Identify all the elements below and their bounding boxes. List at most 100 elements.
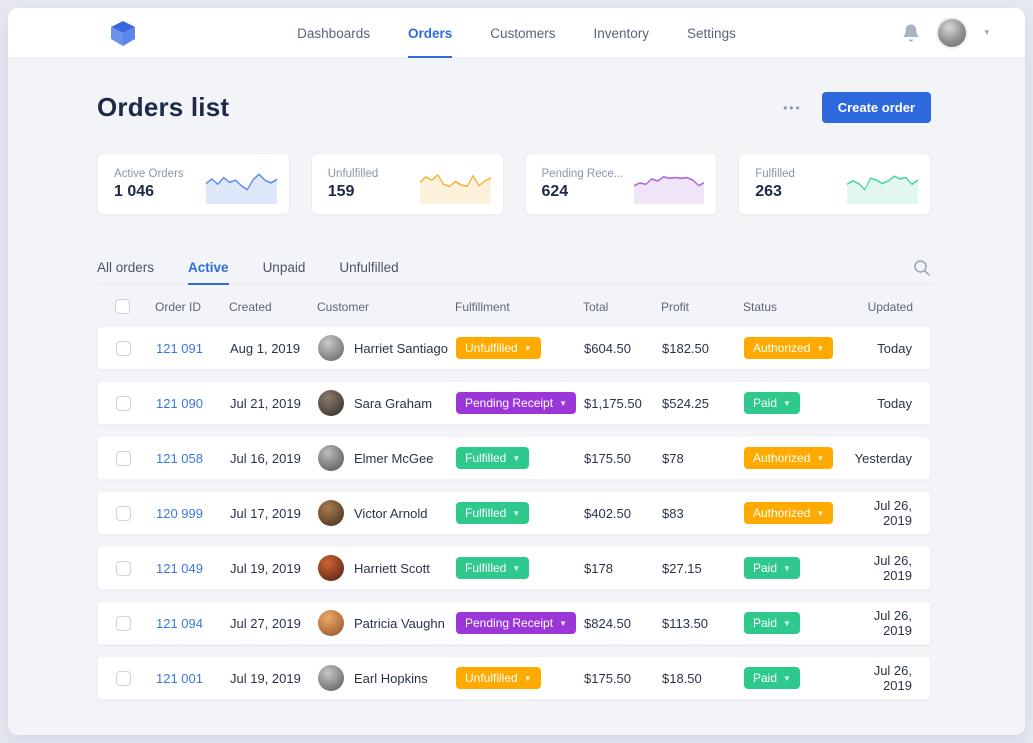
table-row[interactable]: 121 090 Jul 21, 2019 Sara Graham Pending… xyxy=(97,381,931,425)
table-row[interactable]: 121 094 Jul 27, 2019 Patricia Vaughn Pen… xyxy=(97,601,931,645)
more-options-button[interactable]: ••• xyxy=(783,100,802,115)
row-checkbox[interactable] xyxy=(116,450,131,466)
order-id-link[interactable]: 121 049 xyxy=(156,560,203,576)
tab-active[interactable]: Active xyxy=(188,251,229,285)
col-header-status: Status xyxy=(743,299,778,314)
nav-item-inventory[interactable]: Inventory xyxy=(593,25,650,41)
table-row[interactable]: 121 091 Aug 1, 2019 Harriet Santiago Unf… xyxy=(97,326,931,370)
status-badge-dropdown[interactable]: Paid ▼ xyxy=(744,557,800,579)
customer-name: Harriet Santiago xyxy=(354,340,448,356)
tab-all-orders[interactable]: All orders xyxy=(97,260,155,275)
status-badge-dropdown[interactable]: Paid ▼ xyxy=(744,667,800,689)
row-checkbox[interactable] xyxy=(116,670,131,686)
app-logo-cube-icon[interactable] xyxy=(108,18,138,48)
fulfillment-badge-dropdown[interactable]: Pending Receipt ▼ xyxy=(456,392,576,414)
order-id-link[interactable]: 121 094 xyxy=(156,615,203,631)
profit-amount: $524.25 xyxy=(662,395,709,411)
total-amount: $1,175.50 xyxy=(584,395,642,411)
stat-value: 263 xyxy=(755,182,782,200)
customer-name: Elmer McGee xyxy=(354,450,434,466)
nav-item-dashboards[interactable]: Dashboards xyxy=(297,25,370,41)
tab-unpaid[interactable]: Unpaid xyxy=(262,260,306,275)
col-header-profit: Profit xyxy=(661,299,690,314)
created-date: Jul 19, 2019 xyxy=(230,560,301,576)
stat-card-active-orders[interactable]: Active Orders 1 046 xyxy=(97,153,290,215)
chevron-down-icon: ▼ xyxy=(816,453,825,463)
stat-card-pending-receipt[interactable]: Pending Rece... 624 xyxy=(524,153,718,215)
status-badge-dropdown[interactable]: Paid ▼ xyxy=(744,392,800,414)
customer-name: Victor Arnold xyxy=(354,505,428,521)
notifications-bell-icon[interactable] xyxy=(902,23,920,43)
create-order-button[interactable]: Create order xyxy=(821,92,931,123)
total-amount: $175.50 xyxy=(584,670,631,686)
status-badge-dropdown[interactable]: Authorized ▼ xyxy=(744,502,834,524)
profit-amount: $182.50 xyxy=(662,340,709,356)
status-badge-dropdown[interactable]: Authorized ▼ xyxy=(744,337,834,359)
fulfillment-badge-dropdown[interactable]: Fulfilled ▼ xyxy=(456,502,530,524)
table-row[interactable]: 121 049 Jul 19, 2019 Harriett Scott Fulf… xyxy=(97,546,931,590)
chevron-down-icon: ▼ xyxy=(523,343,532,353)
order-id-link[interactable]: 121 091 xyxy=(156,340,203,356)
row-checkbox[interactable] xyxy=(116,615,131,631)
tab-unfulfilled[interactable]: Unfulfilled xyxy=(339,260,399,275)
created-date: Jul 17, 2019 xyxy=(230,505,301,521)
filter-tabs: All orders Active Unpaid Unfulfilled xyxy=(97,251,931,285)
order-id-link[interactable]: 121 058 xyxy=(156,450,203,466)
nav-item-settings[interactable]: Settings xyxy=(687,25,736,41)
table-row[interactable]: 121 058 Jul 16, 2019 Elmer McGee Fulfill… xyxy=(97,436,931,480)
row-checkbox[interactable] xyxy=(116,560,131,576)
search-icon[interactable] xyxy=(913,259,931,277)
updated-date: Jul 26, 2019 xyxy=(873,498,912,528)
profit-amount: $18.50 xyxy=(662,670,702,686)
status-badge-dropdown[interactable]: Authorized ▼ xyxy=(744,447,834,469)
user-avatar[interactable] xyxy=(936,16,969,49)
stat-card-fulfilled[interactable]: Fulfilled 263 xyxy=(738,153,931,215)
fulfillment-badge-dropdown[interactable]: Fulfilled ▼ xyxy=(456,557,530,579)
total-amount: $175.50 xyxy=(584,450,631,466)
top-navigation-bar: Dashboards Orders Customers Inventory Se… xyxy=(8,8,1025,58)
total-amount: $178 xyxy=(584,560,613,576)
main-nav: Dashboards Orders Customers Inventory Se… xyxy=(8,8,1025,58)
select-all-checkbox[interactable] xyxy=(115,299,130,314)
page-title: Orders list xyxy=(97,92,230,122)
updated-date: Yesterday xyxy=(854,450,912,466)
order-id-link[interactable]: 120 999 xyxy=(156,505,203,521)
fulfillment-badge-dropdown[interactable]: Fulfilled ▼ xyxy=(456,447,530,469)
row-checkbox[interactable] xyxy=(116,395,131,411)
chevron-down-icon: ▼ xyxy=(512,508,521,518)
chevron-down-icon: ▼ xyxy=(783,673,791,683)
order-id-link[interactable]: 121 090 xyxy=(156,395,203,411)
created-date: Jul 21, 2019 xyxy=(230,395,301,411)
profit-amount: $113.50 xyxy=(662,615,709,631)
chevron-down-icon: ▼ xyxy=(816,508,825,518)
orders-table-body: 121 091 Aug 1, 2019 Harriet Santiago Unf… xyxy=(97,326,931,700)
fulfillment-badge-dropdown[interactable]: Pending Receipt ▼ xyxy=(456,612,576,634)
stat-value: 624 xyxy=(541,182,569,200)
updated-date: Today xyxy=(877,340,912,356)
status-badge-dropdown[interactable]: Paid ▼ xyxy=(744,612,800,634)
stat-card-unfulfilled[interactable]: Unfulfilled 159 xyxy=(310,153,504,215)
col-header-order-id: Order ID xyxy=(155,299,202,314)
page-header-actions: ••• Create order xyxy=(779,92,931,123)
sparkline-chart xyxy=(206,163,277,205)
nav-item-customers[interactable]: Customers xyxy=(490,25,556,41)
stat-value: 159 xyxy=(327,182,355,200)
fulfillment-badge-dropdown[interactable]: Unfulfilled ▼ xyxy=(456,337,541,359)
sparkline-chart xyxy=(847,163,918,205)
created-date: Jul 19, 2019 xyxy=(230,670,301,686)
order-id-link[interactable]: 121 001 xyxy=(156,670,203,686)
fulfillment-badge-dropdown[interactable]: Unfulfilled ▼ xyxy=(456,667,541,689)
chevron-down-icon: ▼ xyxy=(559,398,567,408)
row-checkbox[interactable] xyxy=(116,505,131,521)
table-row[interactable]: 120 999 Jul 17, 2019 Victor Arnold Fulfi… xyxy=(97,491,931,535)
nav-item-orders[interactable]: Orders xyxy=(407,8,453,58)
updated-date: Today xyxy=(877,395,912,411)
customer-name: Patricia Vaughn xyxy=(354,615,445,631)
total-amount: $402.50 xyxy=(584,505,631,521)
page-header: Orders list ••• Create order xyxy=(97,92,931,123)
sparkline-chart xyxy=(633,163,705,205)
topbar-right-cluster: ▾ xyxy=(902,16,989,49)
table-row[interactable]: 121 001 Jul 19, 2019 Earl Hopkins Unfulf… xyxy=(97,656,931,700)
row-checkbox[interactable] xyxy=(116,340,131,356)
user-menu-chevron-down-icon[interactable]: ▾ xyxy=(984,27,989,37)
